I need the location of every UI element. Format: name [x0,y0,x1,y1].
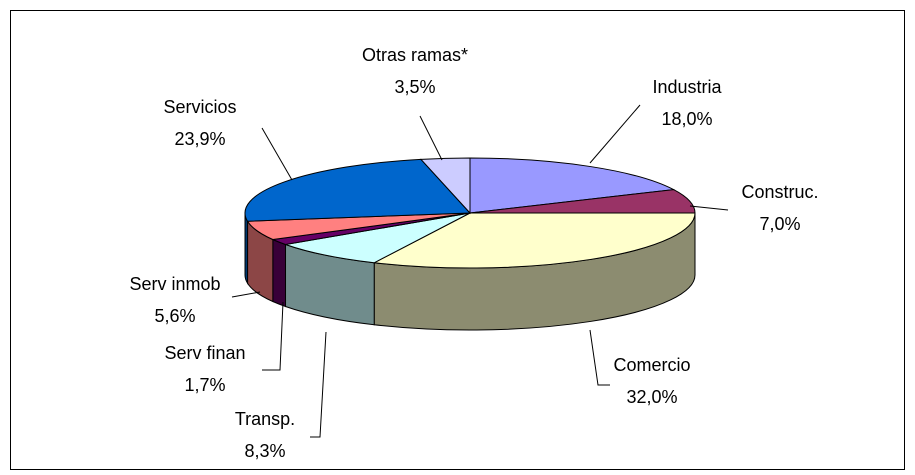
value-label: 1,7% [184,375,225,395]
leader-line [419,115,443,161]
slice [419,157,471,215]
leader-line [589,329,610,386]
slice [469,157,676,214]
slice-label: Industria [652,77,722,97]
value-label: 23,9% [174,129,225,149]
slice-side [244,212,249,286]
slice-label: Serv finan [164,343,245,363]
leader-line [689,205,729,211]
leader-line [589,104,641,164]
slice-label: Serv inmob [129,274,220,294]
slice-side [272,238,287,308]
leader-line [262,301,284,371]
leader-line [261,127,293,181]
value-label: 18,0% [661,109,712,129]
slice-label: Construc. [741,182,818,202]
slice [244,158,472,222]
value-label: 5,6% [154,306,195,326]
slice-label: Servicios [163,97,236,117]
slice-label: Transp. [235,409,295,429]
slice-label: Otras ramas* [362,45,468,65]
leader-line [231,291,261,298]
value-label: 3,5% [394,77,435,97]
value-label: 32,0% [626,387,677,407]
value-label: 7,0% [759,214,800,234]
value-label: 8,3% [244,441,285,461]
leader-line [310,331,327,438]
slice [372,212,696,269]
slice-label: Comercio [613,355,690,375]
slice [283,212,471,264]
